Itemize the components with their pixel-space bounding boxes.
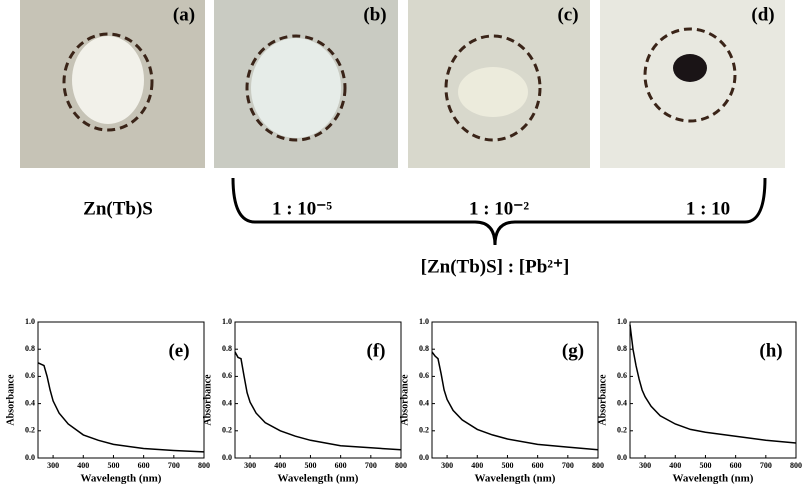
- line: [431, 351, 599, 451]
- caption: 1 : 10⁻⁵: [272, 198, 332, 219]
- x-axis-title: Wavelength (nm): [475, 473, 556, 485]
- x-tick-label: 700: [760, 461, 772, 470]
- circle: [62, 32, 154, 132]
- x-axis-title: Wavelength (nm): [673, 473, 754, 485]
- x-tick-label: 800: [395, 461, 407, 470]
- panel-label: (f): [367, 340, 386, 361]
- panel-label: (h): [759, 340, 782, 361]
- y-tick-label: 0.2: [222, 426, 232, 435]
- x-axis-title: Wavelength (nm): [278, 473, 359, 485]
- y-tick-label: 0.8: [25, 344, 35, 353]
- photo-label: (a): [173, 4, 195, 25]
- sample: [458, 67, 528, 117]
- y-tick-label: 1.0: [419, 317, 429, 326]
- y-tick-label: 0.4: [419, 398, 429, 407]
- x-tick-label: 600: [138, 461, 150, 470]
- y-tick-label: 0.0: [617, 453, 627, 462]
- bracket-label: [Zn(Tb)S] : [Pb²⁺]: [421, 256, 570, 277]
- x-tick-label: 700: [562, 461, 574, 470]
- y-axis-title: Absorbance: [597, 374, 608, 426]
- panel-label: (e): [168, 340, 189, 361]
- plot-frame: [431, 321, 599, 459]
- x-tick-label: 300: [441, 461, 453, 470]
- x-tick-label: 500: [501, 461, 513, 470]
- x-tick-label: 500: [107, 461, 119, 470]
- circle: [245, 34, 347, 142]
- y-tick-label: 0.4: [222, 398, 232, 407]
- x-tick-label: 300: [47, 461, 59, 470]
- line: [234, 351, 402, 451]
- y-tick-label: 0.0: [419, 453, 429, 462]
- y-tick-label: 0.8: [222, 344, 232, 353]
- y-axis-title: Absorbance: [202, 374, 213, 426]
- y-tick-label: 0.2: [25, 426, 35, 435]
- x-tick-label: 400: [669, 461, 681, 470]
- y-tick-label: 0.6: [617, 371, 627, 380]
- brace: [231, 177, 767, 246]
- x-tick-label: 600: [532, 461, 544, 470]
- line: [37, 362, 205, 453]
- x-tick-label: 400: [77, 461, 89, 470]
- x-tick-label: 800: [592, 461, 604, 470]
- sample: [72, 36, 144, 124]
- caption: Zn(Tb)S: [83, 198, 153, 219]
- y-tick-label: 0.6: [419, 371, 429, 380]
- y-tick-label: 0.2: [419, 426, 429, 435]
- x-tick-label: 700: [365, 461, 377, 470]
- x-tick-label: 500: [699, 461, 711, 470]
- x-axis-title: Wavelength (nm): [81, 473, 162, 485]
- y-axis-title: Absorbance: [5, 374, 16, 426]
- x-tick-label: 600: [335, 461, 347, 470]
- x-tick-label: 800: [198, 461, 210, 470]
- x-tick-label: 600: [730, 461, 742, 470]
- plot-frame: [37, 321, 205, 459]
- photos: (a) (b) (c) (d): [20, 0, 785, 168]
- photo-label: (c): [557, 4, 578, 25]
- caption: 1 : 10: [686, 198, 730, 219]
- panel-label: (g): [562, 340, 584, 361]
- line: [629, 324, 797, 444]
- photo-label: (d): [751, 4, 774, 25]
- sample: [673, 54, 707, 82]
- x-tick-label: 400: [471, 461, 483, 470]
- circle: [643, 27, 737, 123]
- y-tick-label: 1.0: [222, 317, 232, 326]
- y-tick-label: 0.0: [222, 453, 232, 462]
- x-tick-label: 700: [168, 461, 180, 470]
- circle: [444, 34, 542, 142]
- y-tick-label: 0.8: [419, 344, 429, 353]
- plot-frame: [629, 321, 797, 459]
- photo-label: (b): [363, 4, 386, 25]
- caption: 1 : 10⁻²: [469, 198, 529, 219]
- x-tick-label: 400: [274, 461, 286, 470]
- x-tick-label: 500: [304, 461, 316, 470]
- y-tick-label: 0.8: [617, 344, 627, 353]
- y-tick-label: 0.6: [222, 371, 232, 380]
- x-tick-label: 300: [639, 461, 651, 470]
- y-axis-title: Absorbance: [399, 374, 410, 426]
- plot-frame: [234, 321, 402, 459]
- sample: [251, 38, 341, 138]
- photo: [600, 0, 785, 168]
- x-tick-label: 800: [790, 461, 802, 470]
- y-tick-label: 0.0: [25, 453, 35, 462]
- y-tick-label: 1.0: [617, 317, 627, 326]
- y-tick-label: 0.4: [617, 398, 627, 407]
- y-tick-label: 0.6: [25, 371, 35, 380]
- y-tick-label: 1.0: [25, 317, 35, 326]
- y-tick-label: 0.4: [25, 398, 35, 407]
- x-tick-label: 300: [244, 461, 256, 470]
- y-tick-label: 0.2: [617, 426, 627, 435]
